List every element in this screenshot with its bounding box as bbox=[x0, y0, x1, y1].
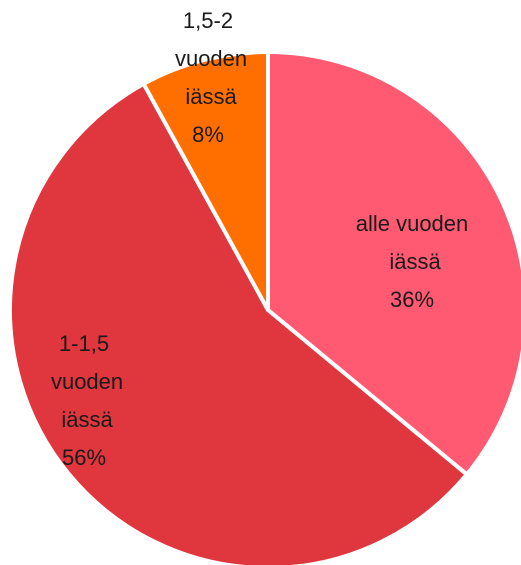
pie-slice bbox=[141, 50, 270, 312]
value-label: 8% bbox=[192, 122, 224, 147]
pie-slice bbox=[266, 50, 521, 477]
slice-label: alle vuoden iässä bbox=[356, 211, 469, 274]
value-label: 36% bbox=[390, 287, 434, 312]
slice-label: 1,5-2 vuoden iässä bbox=[169, 8, 247, 109]
slice-label: 1-1,5 vuoden iässä bbox=[45, 331, 123, 432]
value-label: 56% bbox=[62, 445, 106, 470]
pie-slice bbox=[8, 81, 469, 565]
